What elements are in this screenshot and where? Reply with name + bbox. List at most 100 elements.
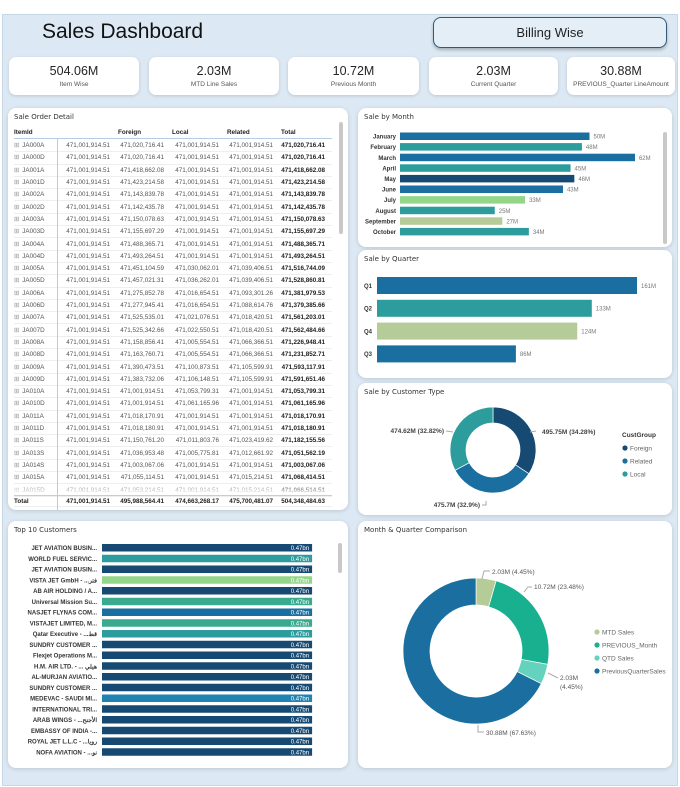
bar[interactable] <box>102 619 313 627</box>
bar[interactable] <box>102 651 313 660</box>
bar[interactable] <box>400 153 635 162</box>
expand-icon[interactable]: ⊞ <box>14 228 20 236</box>
expand-icon[interactable]: ⊞ <box>14 191 20 199</box>
bar[interactable] <box>400 132 590 141</box>
bar[interactable] <box>102 726 313 735</box>
chart-scrollbar[interactable] <box>338 543 342 573</box>
bar[interactable] <box>102 608 313 617</box>
legend-item[interactable]: Foreign <box>630 446 652 453</box>
bar[interactable] <box>102 565 313 574</box>
table-row[interactable]: ⊞ JA001A 471,001,914.51 471,418,662.08 471,0… <box>14 165 332 177</box>
table-row[interactable]: ⊞ JA003D 471,001,914.51 471,155,697.29 471,0… <box>14 226 332 239</box>
expand-icon[interactable]: ⊞ <box>14 215 20 223</box>
legend-item[interactable]: MTD Sales <box>602 630 635 637</box>
bar[interactable] <box>400 196 526 204</box>
table-row[interactable]: ⊞ JA001D 471,001,914.51 471,423,214.58 471,0… <box>14 177 332 190</box>
table-row[interactable]: ⊞ JA003A 471,001,914.51 471,150,078.63 471,0… <box>14 214 332 227</box>
donut-slice[interactable] <box>488 580 550 665</box>
bar[interactable] <box>400 217 503 225</box>
billing-wise-button[interactable]: Billing Wise <box>433 17 667 48</box>
bar[interactable] <box>377 277 638 294</box>
expand-icon[interactable]: ⊞ <box>14 425 20 433</box>
bar[interactable] <box>377 322 578 340</box>
table-row[interactable]: ⊞ JA011S 471,001,914.51 471,150,761.20 471,0… <box>14 435 332 448</box>
table-row[interactable]: ⊞ JA010D 471,001,914.51 471,001,914.51 471,0… <box>14 398 332 411</box>
table-row[interactable]: ⊞ JA004A 471,001,914.51 471,488,365.71 471,0… <box>14 238 332 251</box>
expand-icon[interactable]: ⊞ <box>14 252 20 260</box>
bar[interactable] <box>400 174 575 183</box>
expand-icon[interactable]: ⊞ <box>14 437 20 445</box>
expand-icon[interactable]: ⊞ <box>14 449 20 457</box>
bar[interactable] <box>400 143 582 151</box>
legend-item[interactable]: Related <box>630 459 653 466</box>
expand-icon[interactable]: ⊞ <box>14 203 20 211</box>
expand-icon[interactable]: ⊞ <box>14 166 20 174</box>
bar[interactable] <box>102 544 313 552</box>
bar[interactable] <box>377 345 516 363</box>
table-row[interactable]: ⊞ JA011D 471,001,914.51 471,018,180.91 471,0… <box>14 423 332 436</box>
bar[interactable] <box>102 683 313 692</box>
legend-item[interactable]: QTD Sales <box>602 656 635 663</box>
expand-icon[interactable]: ⊞ <box>14 142 20 150</box>
table-row[interactable]: ⊞ JA007D 471,001,914.51 471,525,342.66 471,0… <box>14 325 332 337</box>
donut-slice[interactable] <box>449 406 494 471</box>
table-row[interactable]: ⊞ JA013S 471,001,914.51 471,036,953.48 471,0… <box>14 448 332 460</box>
sale-order-table[interactable]: ItemId Foreign Local Related Total ⊞ JA000A 471… <box>14 127 334 510</box>
table-row[interactable]: ⊞ JA005A 471,001,914.51 471,451,104.59 471,0… <box>14 263 332 276</box>
expand-icon[interactable]: ⊞ <box>14 326 20 334</box>
bar[interactable] <box>102 716 313 724</box>
bar[interactable] <box>102 673 313 681</box>
bar[interactable] <box>400 185 563 194</box>
expand-icon[interactable]: ⊞ <box>14 179 20 187</box>
expand-icon[interactable]: ⊞ <box>14 461 20 469</box>
donut-slice[interactable] <box>454 462 530 494</box>
bar[interactable] <box>400 206 495 215</box>
donut-slice[interactable] <box>492 406 537 475</box>
table-total-row[interactable]: Total 471,001,914.51 495,988,564.41 474,663… <box>14 495 332 508</box>
bar[interactable] <box>102 630 313 638</box>
expand-icon[interactable]: ⊞ <box>14 363 20 371</box>
expand-icon[interactable]: ⊞ <box>14 314 20 322</box>
table-row[interactable]: ⊞ JA005D 471,001,914.51 471,457,021.31 471,0… <box>14 275 332 288</box>
bar[interactable] <box>102 662 313 670</box>
table-row[interactable]: ⊞ JA000A 471,001,914.51 471,020,716.41 471,0… <box>14 140 332 153</box>
expand-icon[interactable]: ⊞ <box>14 302 20 310</box>
expand-icon[interactable]: ⊞ <box>14 240 20 248</box>
legend-item[interactable]: PREVIOUS_Month <box>602 643 658 650</box>
expand-icon[interactable]: ⊞ <box>14 265 20 273</box>
table-scrollbar[interactable] <box>339 122 343 234</box>
table-row[interactable]: ⊞ JA015A 471,001,914.51 471,055,114.51 471,0… <box>14 472 332 485</box>
bar[interactable] <box>102 694 313 703</box>
bar[interactable] <box>102 705 313 713</box>
bar[interactable] <box>102 748 313 756</box>
bar[interactable] <box>102 576 313 584</box>
table-row[interactable]: ⊞ JA006D 471,001,914.51 471,277,945.41 471,0… <box>14 300 332 313</box>
table-row[interactable]: ⊞ JA002D 471,001,914.51 471,142,435.78 471,0… <box>14 202 332 214</box>
table-row[interactable]: ⊞ JA004D 471,001,914.51 471,493,264.51 471,0… <box>14 251 332 263</box>
legend-item[interactable]: Local <box>630 472 646 479</box>
table-row[interactable]: ⊞ JA010A 471,001,914.51 471,001,914.51 471,0… <box>14 386 332 399</box>
table-row[interactable]: ⊞ JA002A 471,001,914.51 471,143,839.78 471,0… <box>14 189 332 202</box>
bar[interactable] <box>102 737 313 746</box>
table-row[interactable]: ⊞ JA008A 471,001,914.51 471,158,856.41 471,0… <box>14 337 332 350</box>
expand-icon[interactable]: ⊞ <box>14 154 20 162</box>
table-row[interactable]: ⊞ JA011A 471,001,914.51 471,018,170.91 471,0… <box>14 411 332 423</box>
expand-icon[interactable]: ⊞ <box>14 474 20 482</box>
bar[interactable] <box>102 554 313 563</box>
donut-slice[interactable] <box>402 577 542 725</box>
expand-icon[interactable]: ⊞ <box>14 388 20 396</box>
bar[interactable] <box>102 587 313 595</box>
expand-icon[interactable]: ⊞ <box>14 375 20 383</box>
table-row[interactable]: ⊞ JA007A 471,001,914.51 471,525,535.01 471,0… <box>14 312 332 325</box>
expand-icon[interactable]: ⊞ <box>14 412 20 420</box>
bar[interactable] <box>400 227 529 236</box>
table-row[interactable]: ⊞ JA014S 471,001,914.51 471,003,067.06 471,0… <box>14 460 332 473</box>
expand-icon[interactable]: ⊞ <box>14 289 20 297</box>
chart-scrollbar[interactable] <box>663 132 667 244</box>
table-row[interactable]: ⊞ JA009D 471,001,914.51 471,383,732.06 471,1… <box>14 374 332 386</box>
table-row[interactable]: ⊞ JA008D 471,001,914.51 471,163,760.71 471,0… <box>14 349 332 362</box>
legend-item[interactable]: PreviousQuarterSales <box>602 669 666 676</box>
bar[interactable] <box>400 164 571 172</box>
bar[interactable] <box>377 299 592 317</box>
expand-icon[interactable]: ⊞ <box>14 277 20 285</box>
